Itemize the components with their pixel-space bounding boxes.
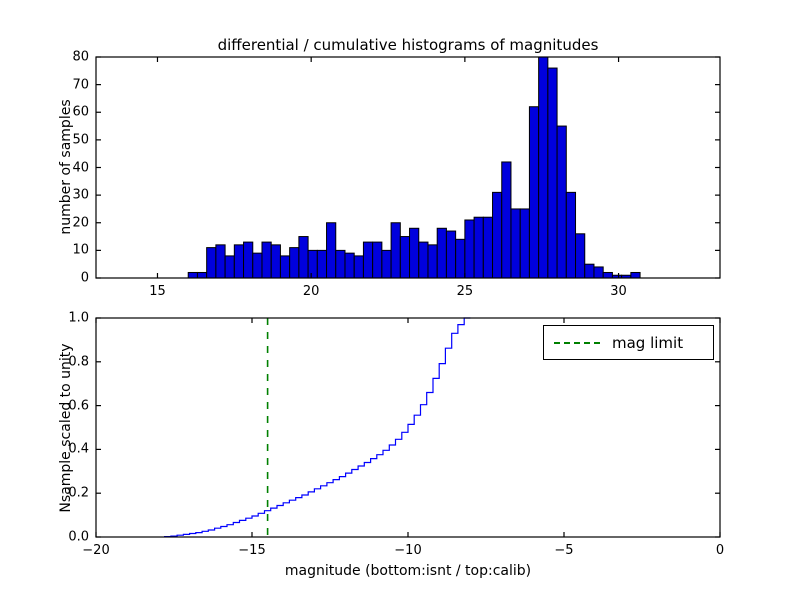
histogram-bar [289,247,300,279]
legend: mag limit [543,325,714,360]
histogram-bar [464,219,475,279]
histogram-bar [381,249,392,279]
histogram-bar [270,244,281,279]
x-tick-label: 0 [715,543,725,558]
y-tick-label: 0.0 [68,529,89,545]
y-tick-label: 0.6 [68,398,89,414]
histogram-bar [575,233,586,279]
y-tick-label: 30 [72,187,89,203]
histogram-bar [196,271,208,279]
x-axis-label: magnitude (bottom:isnt / top:calib) [284,563,532,579]
histogram-bar [501,161,512,279]
x-tick-label: −5 [554,543,574,558]
y-tick-label: 40 [72,160,89,175]
x-tick-label: −20 [82,543,110,558]
x-tick-label: 15 [149,284,166,299]
histogram-bar [547,67,558,279]
histogram-bar [307,249,318,279]
histogram-bar [418,241,429,279]
histogram-bar [372,241,383,279]
histogram-bar [224,255,235,279]
x-tick-label: 30 [610,284,627,299]
histogram-bar [482,216,494,279]
y-tick-label: 50 [72,132,89,148]
x-tick-label: 20 [302,284,320,299]
cumulative-step-line [164,317,471,538]
histogram-bar [445,230,457,279]
histogram-bar [233,244,245,279]
histogram-bar [261,241,272,279]
histogram-bar [510,208,521,279]
y-tick-label: 70 [72,77,89,93]
histogram-bar [252,252,263,279]
histogram-bar [298,236,309,279]
histogram-bar [519,208,530,279]
histogram-bar [409,227,420,279]
histogram-bar [584,263,595,279]
histogram-bar [602,271,613,279]
histogram-bar [215,244,226,279]
histogram-bar [316,249,328,279]
histogram-bar [187,271,198,279]
histogram-bar [206,247,217,279]
y-tick-label: 10 [72,242,89,258]
histogram-bar [593,266,604,279]
legend-label: mag limit [612,333,684,352]
histogram-bar [556,125,567,279]
histogram-bar [399,236,411,279]
y-tick-label: 80 [72,49,89,65]
mag-limit-legend-line-icon [554,341,600,344]
histogram-bar [353,255,364,279]
histogram-bar [390,222,401,279]
figure-title: differential / cumulative histograms of … [217,36,599,54]
x-tick-label: −10 [394,543,422,558]
y-tick-label: 20 [72,215,89,231]
y-tick-label: 0.2 [68,485,89,501]
y-tick-label: 60 [72,104,89,120]
y-tick-label: 0.4 [68,441,89,457]
y-tick-label: 1.0 [68,310,89,326]
histogram-bar [455,238,466,279]
histogram-bar [243,241,254,279]
histogram-bar [335,249,346,279]
histogram-bar [565,191,577,279]
histogram-bar [279,255,291,279]
y-tick-label: 0.8 [68,354,89,370]
histogram-bar [473,216,484,279]
histogram-bar [528,106,540,279]
histogram-bar [630,271,641,279]
histogram-bar [362,241,374,279]
histogram-bar [538,56,549,279]
x-tick-label: 25 [456,284,474,299]
y-tick-label: 0 [80,270,89,286]
histogram-bar [436,227,447,279]
histogram-bar [492,191,503,279]
histogram-bar [326,222,337,279]
histogram-bar [427,244,438,279]
histogram-bar [344,252,355,279]
x-tick-label: −15 [238,543,266,558]
